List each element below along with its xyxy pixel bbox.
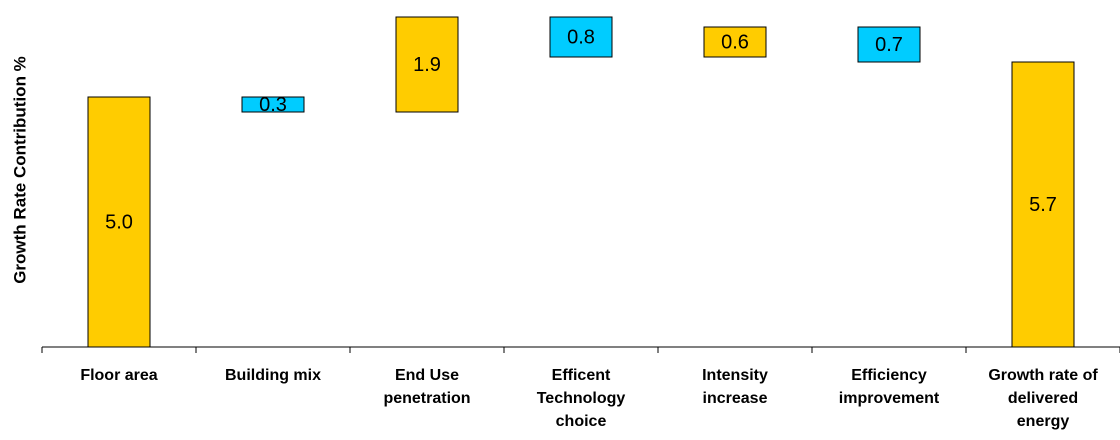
value-label: 0.8 (567, 26, 595, 48)
x-tick-label: Efficiency improvement (838, 367, 940, 407)
value-label: 0.7 (875, 34, 903, 56)
bar (549, 16, 613, 58)
bar (857, 26, 921, 63)
value-label: 0.6 (721, 31, 749, 53)
bar (241, 96, 305, 113)
value-label: 0.3 (259, 94, 287, 116)
value-label: 5.7 (1029, 194, 1057, 216)
bar (1011, 61, 1075, 348)
x-tick-label: Floor area (80, 367, 158, 384)
x-tick-label: Efficent Technology choice (536, 367, 626, 430)
bar (87, 96, 151, 348)
bar (395, 16, 459, 113)
y-axis-label: Growth Rate Contribution % (10, 56, 29, 284)
x-tick-label: End Use penetration (383, 367, 471, 407)
value-label: 5.0 (105, 211, 133, 233)
x-tick-label: Building mix (225, 367, 321, 384)
value-label: 1.9 (413, 54, 441, 76)
x-tick-label: Intensity increase (702, 367, 768, 407)
x-tick-label: Growth rate of delivered energy (988, 367, 1098, 430)
bar (703, 26, 767, 58)
